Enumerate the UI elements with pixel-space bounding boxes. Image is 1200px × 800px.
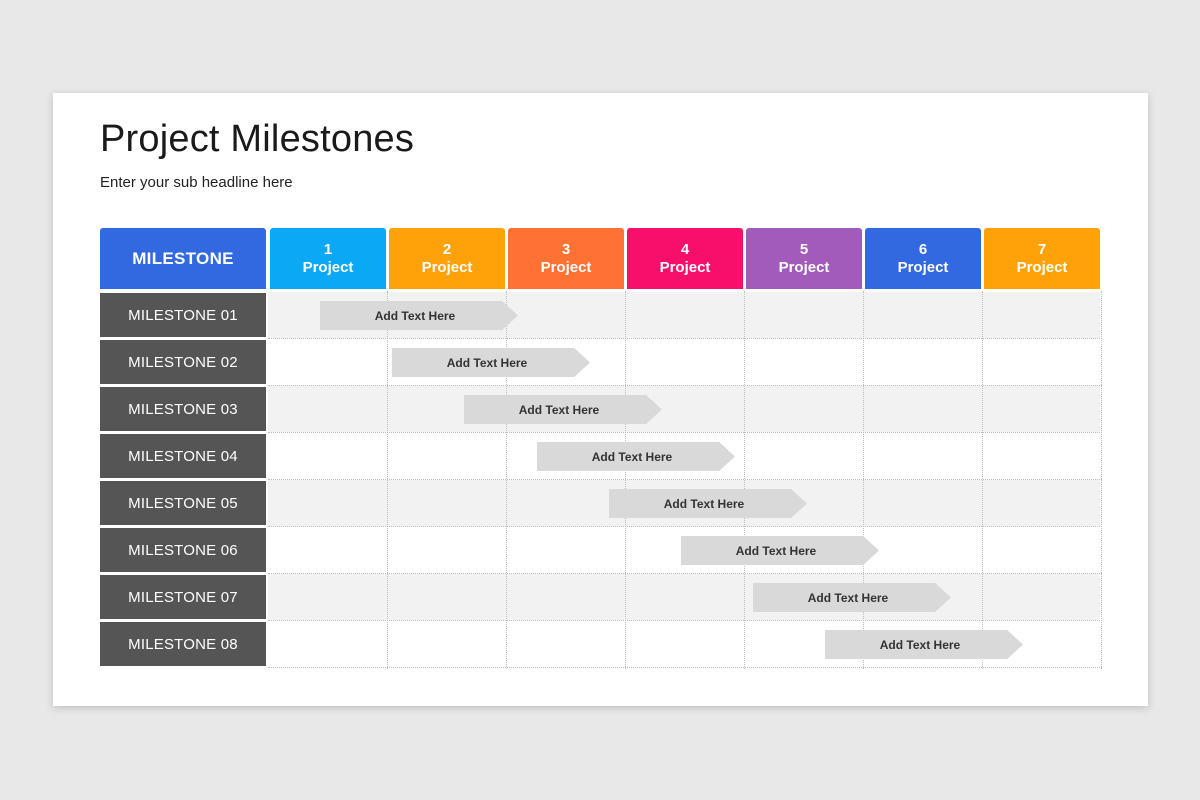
milestone-task-bar[interactable]: Add Text Here xyxy=(464,395,662,424)
milestone-label: MILESTONE 08 xyxy=(100,622,266,666)
row-divider xyxy=(268,620,1102,621)
task-label: Add Text Here xyxy=(663,496,745,511)
project-number: 2 xyxy=(442,240,452,258)
milestone-label: MILESTONE 02 xyxy=(100,340,266,384)
project-number: 3 xyxy=(561,240,571,258)
milestone-task-bar[interactable]: Add Text Here xyxy=(753,583,951,612)
milestone-task-bar[interactable]: Add Text Here xyxy=(537,442,735,471)
row-divider xyxy=(268,385,1102,386)
column-divider xyxy=(982,291,983,669)
milestone-task-bar[interactable]: Add Text Here xyxy=(320,301,518,330)
project-header-3: 3 Project xyxy=(508,228,624,289)
project-header-2: 2 Project xyxy=(389,228,505,289)
column-divider xyxy=(1101,291,1102,669)
project-header-1: 1 Project xyxy=(270,228,386,289)
project-label: Project xyxy=(540,258,592,276)
column-divider xyxy=(625,291,626,669)
row-divider xyxy=(268,432,1102,433)
table-row xyxy=(268,386,1100,432)
column-divider xyxy=(744,291,745,669)
milestone-label: MILESTONE 05 xyxy=(100,481,266,525)
milestone-task-bar[interactable]: Add Text Here xyxy=(609,489,807,518)
project-number: 5 xyxy=(799,240,809,258)
project-label: Project xyxy=(778,258,830,276)
row-divider xyxy=(268,667,1102,668)
task-label: Add Text Here xyxy=(807,590,889,605)
milestone-label: MILESTONE 07 xyxy=(100,575,266,619)
project-number: 7 xyxy=(1037,240,1047,258)
project-header-5: 5 Project xyxy=(746,228,862,289)
milestone-task-bar[interactable]: Add Text Here xyxy=(392,348,590,377)
milestone-label: MILESTONE 03 xyxy=(100,387,266,431)
column-divider xyxy=(387,291,388,669)
task-label: Add Text Here xyxy=(446,355,528,370)
project-number: 4 xyxy=(680,240,690,258)
page-subtitle: Enter your sub headline here xyxy=(100,174,293,191)
project-label: Project xyxy=(1016,258,1068,276)
column-divider xyxy=(863,291,864,669)
project-label: Project xyxy=(421,258,473,276)
project-header-6: 6 Project xyxy=(865,228,981,289)
row-divider xyxy=(268,573,1102,574)
page-title: Project Milestones xyxy=(100,118,415,160)
project-header-4: 4 Project xyxy=(627,228,743,289)
row-divider xyxy=(268,526,1102,527)
project-header-7: 7 Project xyxy=(984,228,1100,289)
column-divider xyxy=(506,291,507,669)
milestone-label: MILESTONE 06 xyxy=(100,528,266,572)
row-divider xyxy=(268,338,1102,339)
task-label: Add Text Here xyxy=(591,449,673,464)
milestone-column-header: MILESTONE xyxy=(100,228,266,289)
task-label: Add Text Here xyxy=(735,543,817,558)
row-divider xyxy=(268,479,1102,480)
table-row xyxy=(268,574,1100,620)
project-label: Project xyxy=(897,258,949,276)
task-label: Add Text Here xyxy=(879,637,961,652)
task-label: Add Text Here xyxy=(518,402,600,417)
project-number: 6 xyxy=(918,240,928,258)
milestone-label: MILESTONE 04 xyxy=(100,434,266,478)
milestone-task-bar[interactable]: Add Text Here xyxy=(825,630,1023,659)
project-number: 1 xyxy=(323,240,333,258)
milestone-label: MILESTONE 01 xyxy=(100,293,266,337)
project-label: Project xyxy=(302,258,354,276)
task-label: Add Text Here xyxy=(374,308,456,323)
milestone-task-bar[interactable]: Add Text Here xyxy=(681,536,879,565)
project-label: Project xyxy=(659,258,711,276)
